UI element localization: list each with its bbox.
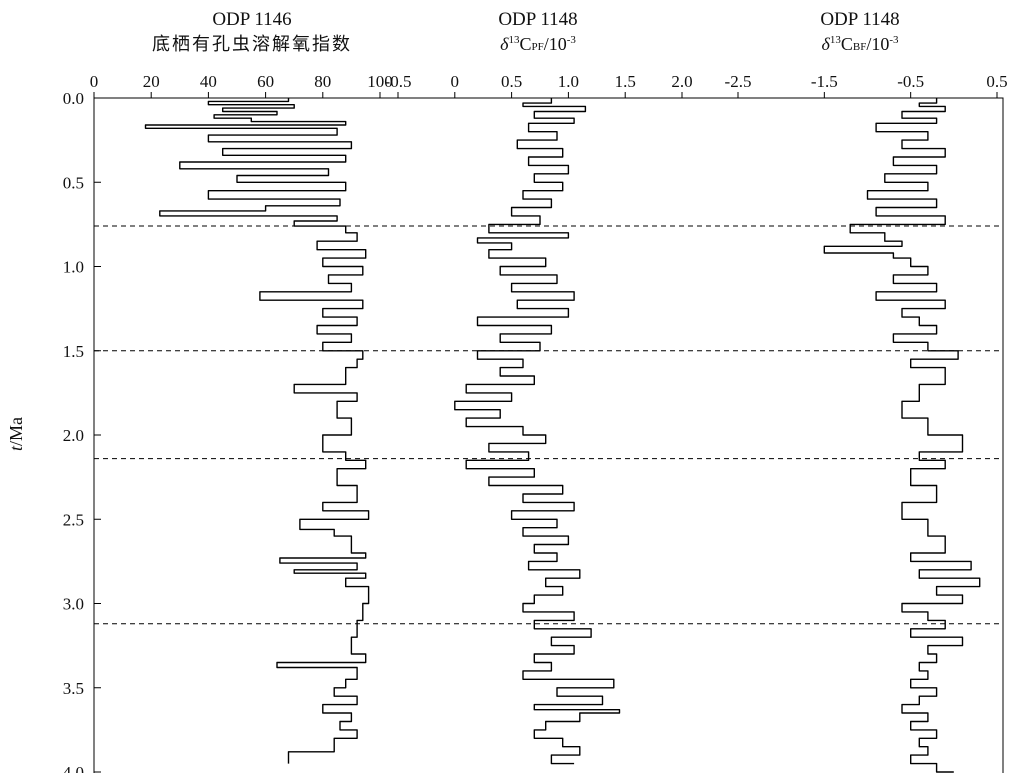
- x-tick-label-p1: 60: [257, 72, 274, 91]
- x-tick-label-p2: 0: [451, 72, 460, 91]
- x-tick-label-p3: -1.5: [811, 72, 838, 91]
- y-tick-label: 4.0: [63, 763, 84, 773]
- x-tick-label-p3: -0.5: [897, 72, 924, 91]
- series-line-p1: [144, 98, 370, 764]
- y-tick-label: 0.0: [63, 89, 84, 108]
- x-tick-label-p3: -2.5: [725, 72, 752, 91]
- x-axes: 0 20 40 60 80 100-0.5 0 0.5 1.0 1.5 2.0 -2.5 -1.5 -0.…: [90, 72, 1008, 98]
- panel-2-title: ODP 1148: [498, 9, 577, 30]
- series-line-p3: [823, 98, 981, 773]
- panel-3-title: ODP 1148: [820, 9, 899, 30]
- series-line-p2: [454, 98, 621, 765]
- y-tick-label: 2.0: [63, 426, 84, 445]
- x-tick-label-p1: 40: [200, 72, 217, 91]
- y-tick-label: 3.0: [63, 595, 84, 614]
- x-tick-label-p1: 20: [143, 72, 160, 91]
- x-tick-label-p2: 0.5: [501, 72, 522, 91]
- series-group: [144, 98, 981, 773]
- x-tick-label-p2: 1.5: [615, 72, 636, 91]
- panel-1-title: ODP 1146: [212, 9, 291, 30]
- x-tick-label-p1: 80: [314, 72, 331, 91]
- y-axis: 0.0 0.5 1.0 1.5 2.0 2.5 3.0 3.5 4.0: [63, 89, 101, 773]
- x-tick-label-p2: 1.0: [558, 72, 579, 91]
- y-tick-label: 0.5: [63, 173, 84, 192]
- x-tick-label-p1: 100: [367, 72, 393, 91]
- x-tick-label-p2: 2.0: [671, 72, 692, 91]
- plot-frame: [93, 97, 1004, 773]
- y-axis-label: t/Ma: [6, 417, 26, 451]
- x-tick-label-p3: 0.5: [986, 72, 1007, 91]
- y-tick-label: 1.5: [63, 342, 84, 361]
- y-tick-label: 1.0: [63, 258, 84, 277]
- panel-3-subtitle: δ13CBF/10-3: [821, 34, 899, 54]
- y-tick-label: 2.5: [63, 510, 84, 529]
- y-tick-label: 3.5: [63, 679, 84, 698]
- x-tick-label-p1: 0: [90, 72, 99, 91]
- panel-2-subtitle: δ13CPF/10-3: [500, 34, 576, 54]
- x-tick-label-p2: -0.5: [385, 72, 412, 91]
- boundary-lines: [94, 225, 1003, 625]
- panel-1-subtitle: 底栖有孔虫溶解氧指数: [152, 34, 352, 54]
